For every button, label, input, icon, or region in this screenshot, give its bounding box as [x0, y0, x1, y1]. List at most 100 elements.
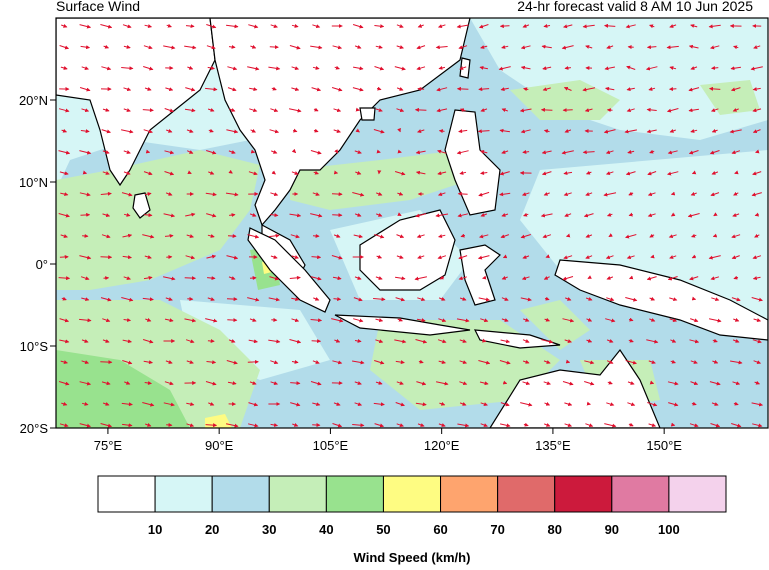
wind-arrow [436, 108, 448, 113]
wind-arrow [205, 87, 218, 92]
wind-arrow [669, 66, 677, 70]
colorbar-swatch [611, 475, 670, 513]
wind-arrow [61, 401, 68, 406]
wind-arrow [605, 86, 615, 91]
wind-arrow [271, 150, 278, 154]
wind-arrow [688, 108, 699, 113]
wind-arrow [102, 339, 110, 343]
wind-arrow [206, 24, 217, 29]
wind-arrow [542, 66, 552, 71]
wind-arrow [79, 192, 91, 197]
wind-arrow [731, 150, 741, 155]
wind-arrow [205, 423, 218, 428]
wind-arrow [312, 192, 320, 196]
wind-arrow [667, 381, 679, 386]
wind-arrow [500, 339, 511, 344]
wind-arrow [185, 212, 196, 217]
wind-arrow [395, 402, 405, 407]
wind-arrow [668, 402, 679, 407]
wind-arrow [186, 423, 195, 428]
wind-arrow [376, 149, 381, 154]
wind-arrow [333, 108, 342, 113]
colorbar-swatch [211, 475, 270, 513]
wind-arrow [354, 45, 362, 49]
wind-arrow [291, 171, 299, 175]
wind-arrow [586, 401, 591, 406]
wind-arrow [732, 339, 740, 343]
wind-arrow [81, 360, 90, 364]
wind-arrow [584, 381, 595, 386]
wind-arrow [396, 45, 404, 49]
wind-arrow [646, 107, 657, 112]
wind-arrow [123, 150, 131, 154]
wind-arrow [544, 317, 551, 322]
wind-arrow [186, 234, 194, 238]
wind-arrow [332, 45, 343, 50]
wind-arrow [482, 275, 487, 280]
wind-arrow [626, 65, 636, 70]
wind-arrow [417, 23, 424, 28]
wind-arrow [691, 170, 697, 175]
wind-arrow [268, 297, 280, 302]
wind-arrow [165, 297, 173, 301]
wind-arrow [376, 213, 383, 217]
wind-arrow [81, 108, 90, 113]
wind-arrow [628, 191, 634, 196]
wind-arrow [269, 129, 280, 134]
wind-arrow [375, 45, 383, 49]
colorbar-label: 60 [433, 522, 447, 537]
wind-arrow [102, 402, 110, 406]
wind-arrow [646, 45, 657, 50]
wind-arrow [208, 170, 215, 175]
wind-arrow [439, 275, 445, 280]
wind-arrow [564, 213, 572, 217]
wind-arrow [290, 234, 300, 239]
wind-arrow [145, 317, 152, 322]
wind-arrow [649, 149, 655, 154]
wind-arrow [374, 24, 385, 29]
wind-arrow [438, 65, 446, 70]
colorbar-label: 50 [376, 522, 390, 537]
wind-arrow [166, 128, 173, 133]
wind-arrow [164, 108, 174, 113]
wind-arrow [565, 233, 571, 238]
sri-lanka [132, 192, 151, 219]
wind-arrow [459, 66, 467, 70]
wind-arrow [438, 129, 445, 134]
wind-arrow [416, 45, 426, 50]
wind-arrow [667, 171, 679, 176]
wind-arrow [499, 24, 510, 29]
wind-arrow [540, 107, 553, 112]
wind-arrow [122, 423, 133, 428]
wind-arrow [437, 339, 447, 344]
wind-arrow [478, 24, 489, 29]
wind-arrow [311, 255, 322, 260]
wind-arrow [248, 402, 259, 407]
wind-arrow [333, 234, 341, 238]
lat-tick-label: 10°N [19, 175, 48, 190]
wind-arrow [249, 213, 257, 217]
wind-arrow [564, 402, 573, 407]
wind-arrow [585, 192, 593, 196]
lat-tick-label: 20°S [20, 421, 49, 436]
wind-arrow [123, 108, 131, 112]
wind-arrow [732, 107, 739, 112]
wind-arrow [101, 234, 111, 239]
wind-arrow [61, 23, 68, 28]
wind-arrow [733, 191, 739, 196]
wind-arrow [184, 318, 197, 323]
wind-arrow [627, 150, 635, 154]
wind-arrow [248, 24, 259, 29]
wind-arrow [331, 192, 343, 197]
wind-arrow [142, 339, 154, 344]
wind-arrow [688, 44, 699, 49]
wind-arrow [165, 192, 173, 196]
wind-arrow [354, 338, 362, 343]
borneo [359, 209, 456, 291]
wind-arrow [334, 149, 339, 154]
wind-arrow [142, 234, 155, 239]
wind-arrow [670, 422, 676, 427]
wind-arrow [564, 339, 572, 343]
wind-arrow [687, 213, 700, 218]
wind-arrow [521, 276, 530, 281]
